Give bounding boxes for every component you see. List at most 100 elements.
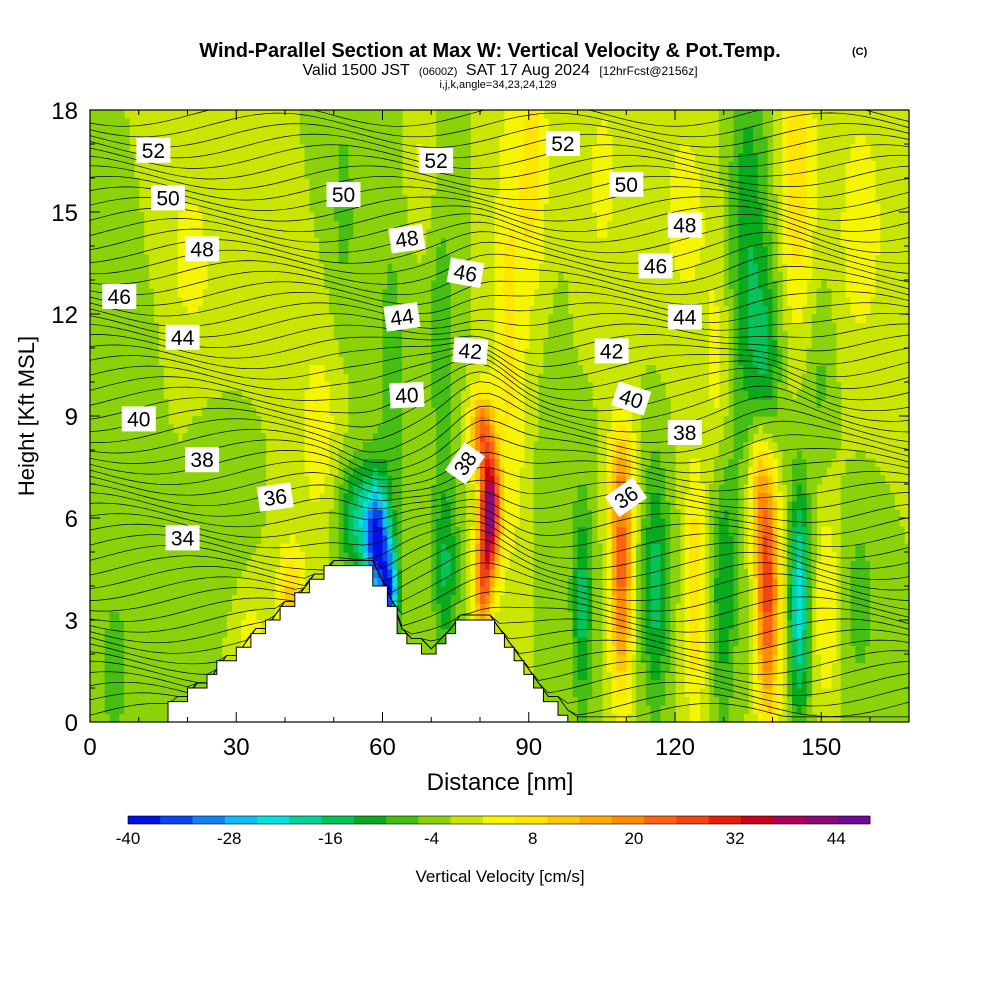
velocity-cell <box>411 518 418 528</box>
velocity-cell <box>133 399 140 409</box>
velocity-cell <box>587 433 593 443</box>
velocity-cell <box>148 526 154 536</box>
velocity-cell <box>543 526 549 536</box>
velocity-cell <box>441 603 447 613</box>
velocity-cell <box>826 569 832 579</box>
velocity-cell <box>494 552 501 562</box>
velocity-cell <box>431 543 437 553</box>
velocity-cell <box>411 458 418 468</box>
velocity-cell <box>445 518 452 528</box>
velocity-cell <box>855 450 861 460</box>
velocity-cell <box>480 390 486 400</box>
velocity-cell <box>538 662 544 672</box>
velocity-cell <box>670 501 676 511</box>
velocity-cell <box>163 458 169 468</box>
velocity-cell <box>889 662 895 672</box>
velocity-cell <box>133 628 140 638</box>
velocity-cell <box>455 484 462 494</box>
velocity-cell <box>757 620 764 630</box>
velocity-cell <box>728 475 735 485</box>
velocity-cell <box>221 560 228 570</box>
velocity-cell <box>480 433 486 443</box>
velocity-cell <box>757 467 764 477</box>
valid-time-utc: (0600Z) <box>419 66 458 78</box>
velocity-cell <box>148 705 154 715</box>
velocity-cell <box>806 484 813 494</box>
velocity-cell <box>489 543 496 553</box>
velocity-cell <box>129 688 135 698</box>
velocity-cell <box>645 594 652 604</box>
velocity-cell <box>294 552 301 562</box>
velocity-cell <box>567 509 574 519</box>
velocity-cell <box>358 458 364 468</box>
velocity-cell <box>840 611 847 621</box>
forecast-info: [12hrFcst@2156z] <box>599 64 697 78</box>
velocity-cell <box>860 611 866 621</box>
velocity-cell <box>304 424 310 434</box>
velocity-cell <box>484 492 491 502</box>
velocity-cell <box>436 399 442 409</box>
velocity-cell <box>660 662 666 672</box>
velocity-cell <box>792 713 798 722</box>
velocity-cell <box>714 662 720 672</box>
velocity-cell <box>494 407 501 417</box>
velocity-cell <box>616 416 622 426</box>
velocity-cell <box>860 475 866 485</box>
velocity-cell <box>723 620 730 630</box>
velocity-cell <box>211 509 218 519</box>
velocity-cell <box>182 628 189 638</box>
velocity-cell <box>840 671 847 681</box>
velocity-cell <box>480 518 486 528</box>
velocity-cell <box>889 552 895 562</box>
velocity-cell <box>870 688 876 698</box>
velocity-cell <box>543 654 549 664</box>
velocity-cell <box>787 441 793 451</box>
velocity-cell <box>94 492 101 502</box>
velocity-cell <box>553 586 559 596</box>
velocity-cell <box>884 484 891 494</box>
velocity-cell <box>387 552 393 562</box>
velocity-cell <box>621 569 627 579</box>
velocity-cell <box>241 637 247 647</box>
velocity-cell <box>158 484 164 494</box>
velocity-cell <box>480 475 486 485</box>
velocity-cell <box>504 416 510 426</box>
velocity-cell <box>99 594 106 604</box>
velocity-cell <box>616 475 622 485</box>
velocity-cell <box>845 594 852 604</box>
velocity-cell <box>158 543 164 553</box>
velocity-cell <box>621 560 627 570</box>
velocity-cell <box>241 484 247 494</box>
velocity-cell <box>324 416 330 426</box>
velocity-cell <box>397 484 403 494</box>
velocity-cell <box>792 688 798 698</box>
velocity-cell <box>99 416 106 426</box>
velocity-cell <box>855 492 861 502</box>
velocity-cell <box>450 603 457 613</box>
velocity-cell <box>801 441 808 451</box>
velocity-cell <box>562 671 569 681</box>
velocity-cell <box>216 654 223 664</box>
velocity-cell <box>543 450 549 460</box>
velocity-cell <box>221 569 228 579</box>
velocity-cell <box>592 594 598 604</box>
velocity-cell <box>431 560 437 570</box>
velocity-cell <box>441 509 447 519</box>
velocity-cell <box>884 671 891 681</box>
velocity-cell <box>733 637 739 647</box>
velocity-cell <box>177 603 184 613</box>
velocity-cell <box>855 594 861 604</box>
velocity-cell <box>787 560 793 570</box>
velocity-cell <box>255 620 262 630</box>
velocity-cell <box>104 552 111 562</box>
velocity-cell <box>411 569 418 579</box>
velocity-cell <box>645 671 652 681</box>
velocity-cell <box>626 688 632 698</box>
velocity-cell <box>723 671 730 681</box>
velocity-cell <box>645 577 652 587</box>
velocity-cell <box>119 399 125 409</box>
velocity-cell <box>519 407 525 417</box>
velocity-cell <box>216 552 223 562</box>
velocity-cell <box>94 560 101 570</box>
velocity-cell <box>129 594 135 604</box>
